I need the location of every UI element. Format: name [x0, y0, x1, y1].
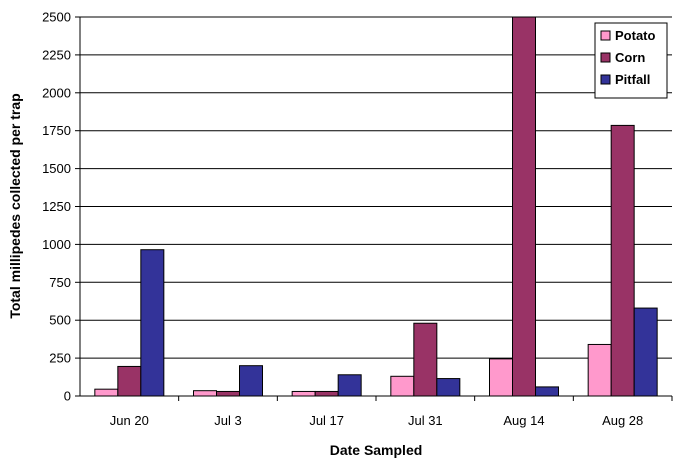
x-tick-label: Jul 17	[309, 413, 344, 428]
legend: Potato Corn Pitfall	[594, 22, 668, 99]
legend-swatch-potato	[600, 30, 611, 41]
bar-pitfall	[337, 374, 362, 397]
bar-potato	[94, 388, 119, 397]
x-tick-label: Jun 20	[110, 413, 149, 428]
y-tick-label: 2250	[42, 47, 71, 62]
bar-corn	[314, 390, 339, 397]
x-axis-title: Date Sampled	[330, 442, 423, 458]
legend-label-corn: Corn	[615, 50, 645, 65]
bar-potato	[489, 358, 513, 397]
bar-potato	[587, 343, 612, 397]
legend-swatch-corn	[600, 52, 611, 63]
bar-corn	[413, 322, 438, 397]
bar-potato	[390, 375, 415, 397]
x-tick-label: Jul 3	[214, 413, 241, 428]
bar-pitfall	[140, 249, 165, 397]
legend-label-pitfall: Pitfall	[615, 72, 650, 87]
x-tick-label: Aug 28	[602, 413, 643, 428]
bar-pitfall	[535, 386, 559, 397]
legend-label-potato: Potato	[615, 28, 656, 43]
bar-corn	[117, 365, 142, 397]
bar-pitfall	[239, 365, 263, 397]
y-tick-label: 500	[49, 313, 71, 328]
bar-potato	[193, 390, 217, 397]
x-tick-label: Aug 14	[503, 413, 544, 428]
y-tick-label: 2500	[42, 10, 71, 25]
bars	[94, 16, 658, 397]
y-axis-title: Total millipedes collected per trap	[7, 93, 23, 318]
y-tick-label: 0	[64, 389, 71, 404]
legend-swatch-pitfall	[600, 74, 611, 85]
bar-pitfall	[633, 307, 658, 397]
y-tick-labels: 0 250 500 750 1000 1250 1500 1750 2000 2250 2500	[42, 10, 80, 404]
y-tick-label: 1500	[42, 161, 71, 176]
bar-pitfall	[436, 378, 461, 397]
gridlines	[80, 16, 672, 359]
y-tick-label: 2000	[42, 85, 71, 100]
y-tick-label: 1250	[42, 199, 71, 214]
x-tick-label: Jul 31	[408, 413, 443, 428]
y-tick-label: 1750	[42, 123, 71, 138]
y-tick-label: 250	[49, 351, 71, 366]
legend-items: Potato Corn Pitfall	[600, 28, 656, 87]
bar-corn	[610, 124, 635, 397]
bar-corn	[512, 16, 536, 397]
bar-potato	[291, 390, 316, 397]
y-tick-label: 750	[49, 275, 71, 290]
bar-corn	[216, 390, 240, 397]
x-tick-labels: Jun 20 Jul 3 Jul 17 Jul 31 Aug 14 Aug 28	[110, 396, 673, 428]
y-tick-label: 1000	[42, 237, 71, 252]
